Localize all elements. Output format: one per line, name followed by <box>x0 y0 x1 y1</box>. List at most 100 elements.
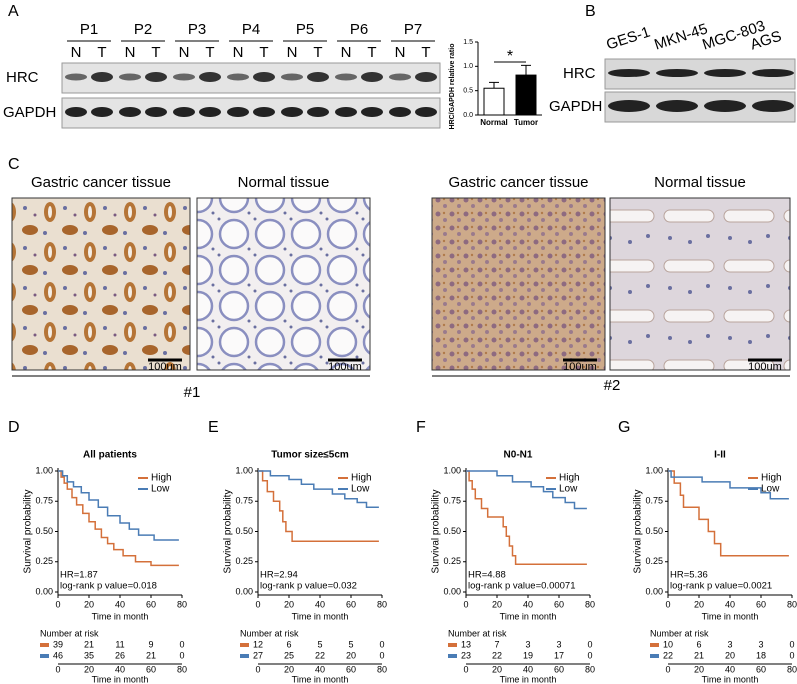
risk-swatch <box>448 643 457 647</box>
survival-curve <box>258 470 379 542</box>
y-tick-label: 0.50 <box>645 526 663 536</box>
survival-curve <box>258 470 379 509</box>
risk-count: 3 <box>727 639 732 649</box>
lane-label: P1 <box>80 21 98 38</box>
lane-label: P4 <box>242 21 260 38</box>
group-label: #2 <box>604 377 621 394</box>
risk-x-axis-label: Time in month <box>292 674 349 684</box>
risk-swatch <box>40 643 49 647</box>
panel-label: F <box>416 419 426 436</box>
sublane-label: T <box>97 44 106 61</box>
tissue-image <box>609 197 791 371</box>
sublane-label: T <box>151 44 160 61</box>
risk-count: 3 <box>758 639 763 649</box>
sublane-label: N <box>341 44 352 61</box>
band <box>307 107 329 117</box>
x-tick-label: 0 <box>55 599 60 609</box>
risk-x-tick-label: 20 <box>84 664 94 674</box>
x-tick-label: 20 <box>284 599 294 609</box>
annotation: HR=1.87 <box>60 570 98 581</box>
legend-label: Low <box>351 484 370 495</box>
risk-count: 46 <box>53 650 63 660</box>
risk-x-tick-label: 80 <box>377 664 387 674</box>
sublane-label: T <box>313 44 322 61</box>
risk-count: 27 <box>253 650 263 660</box>
x-axis-label: Time in month <box>500 611 557 621</box>
risk-count: 6 <box>696 639 701 649</box>
risk-x-tick-label: 40 <box>725 664 735 674</box>
y-tick-label: 0.00 <box>35 586 53 596</box>
chart-title: I-II <box>714 450 726 461</box>
x-tick-label: 0 <box>463 599 468 609</box>
band <box>335 107 357 117</box>
risk-count: 7 <box>494 639 499 649</box>
risk-swatch <box>40 654 49 658</box>
image-title: Gastric cancer tissue <box>31 174 171 191</box>
risk-swatch <box>448 654 457 658</box>
chart-title: All patients <box>83 450 137 461</box>
risk-swatch <box>650 643 659 647</box>
risk-count: 17 <box>554 650 564 660</box>
risk-x-tick-label: 20 <box>492 664 502 674</box>
band <box>361 107 383 117</box>
survival-curve <box>668 470 789 557</box>
band <box>173 107 195 117</box>
y-tick-label: 0.25 <box>443 556 461 566</box>
band <box>91 107 113 117</box>
risk-swatch <box>240 643 249 647</box>
panel-label: C <box>8 156 20 173</box>
y-tick-label: 1.0 <box>463 63 473 70</box>
risk-x-tick-label: 60 <box>756 664 766 674</box>
band <box>335 73 357 81</box>
x-tick-label: 40 <box>725 599 735 609</box>
bar <box>515 74 537 116</box>
risk-count: 22 <box>663 650 673 660</box>
y-tick-label: 0.75 <box>645 496 663 506</box>
risk-count: 10 <box>663 639 673 649</box>
risk-x-tick-label: 40 <box>115 664 125 674</box>
chart-title: N0-N1 <box>504 450 533 461</box>
risk-count: 26 <box>115 650 125 660</box>
x-tick-label: 0 <box>665 599 670 609</box>
risk-title: Number at risk <box>650 628 709 638</box>
band <box>752 69 794 77</box>
risk-count: 5 <box>348 639 353 649</box>
lane-label: P6 <box>350 21 368 38</box>
risk-count: 13 <box>461 639 471 649</box>
y-axis-label: Survival probability <box>23 490 34 574</box>
blot <box>61 62 441 94</box>
sublane-label: N <box>287 44 298 61</box>
risk-count: 18 <box>756 650 766 660</box>
risk-count: 11 <box>115 639 124 649</box>
annotation: log-rank p value=0.00071 <box>468 581 575 592</box>
risk-x-axis-label: Time in month <box>92 674 149 684</box>
risk-x-tick-label: 20 <box>284 664 294 674</box>
y-tick-label: 0.75 <box>35 496 53 506</box>
band <box>704 100 746 112</box>
x-tick-label: 40 <box>315 599 325 609</box>
risk-count: 0 <box>179 639 184 649</box>
y-axis-label: Survival probability <box>633 490 644 574</box>
image-title: Gastric cancer tissue <box>448 174 588 191</box>
survival-curve <box>466 470 587 565</box>
band <box>389 107 411 117</box>
risk-count: 3 <box>556 639 561 649</box>
blot <box>61 97 441 129</box>
x-tick-label: 80 <box>377 599 387 609</box>
annotation: HR=4.88 <box>468 570 506 581</box>
survival-curve <box>58 470 179 567</box>
risk-count: 5 <box>317 639 322 649</box>
legend-label: High <box>559 473 580 484</box>
risk-x-tick-label: 80 <box>177 664 187 674</box>
risk-count: 0 <box>789 639 794 649</box>
bar <box>483 87 505 116</box>
risk-x-axis-label: Time in month <box>702 674 759 684</box>
band <box>145 107 167 117</box>
annotation: log-rank p value=0.032 <box>260 581 357 592</box>
y-tick-label: 0.50 <box>35 526 53 536</box>
scale-label: 100um <box>148 361 182 373</box>
risk-count: 3 <box>525 639 530 649</box>
panel-label: A <box>8 3 19 20</box>
risk-count: 35 <box>84 650 94 660</box>
